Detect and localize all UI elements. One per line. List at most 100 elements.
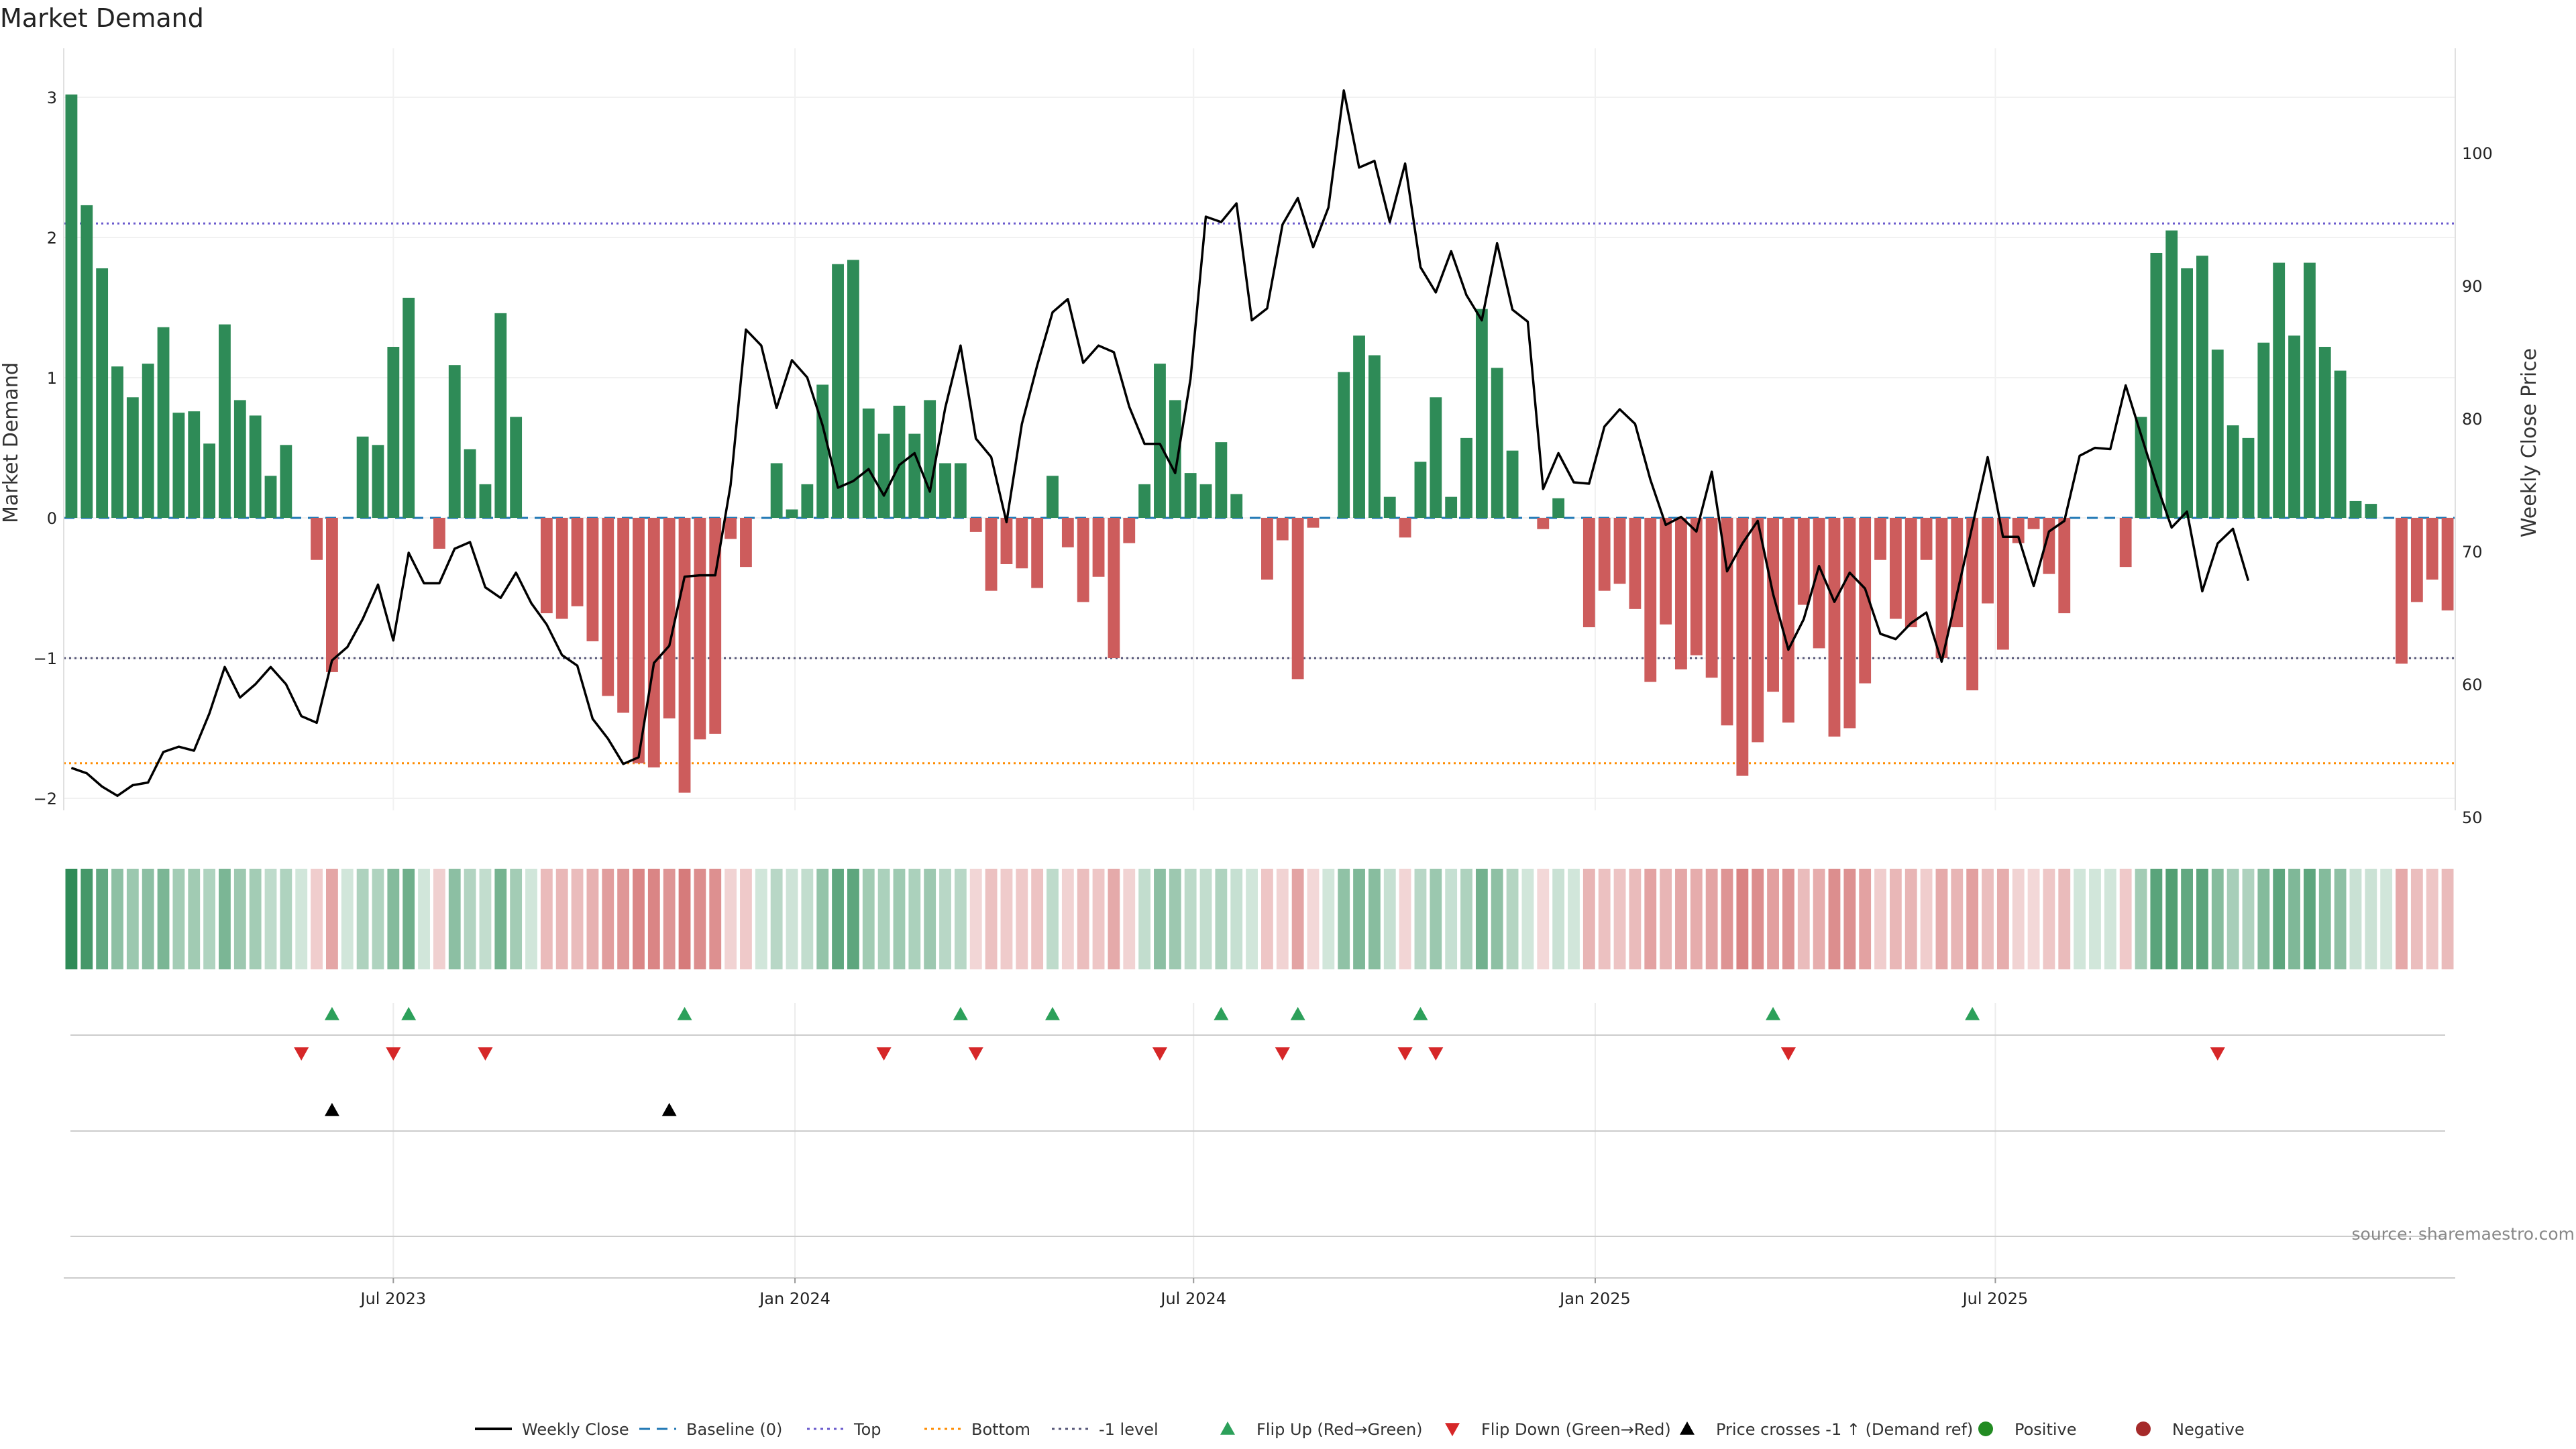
strip-cell <box>1828 869 1841 969</box>
positive-bar <box>2196 256 2208 518</box>
negative-bar <box>1813 518 1825 649</box>
positive-bar <box>80 205 93 518</box>
negative-bar <box>969 518 982 532</box>
negative-bar <box>311 518 323 560</box>
positive-bar <box>356 436 369 518</box>
positive-bar <box>2242 437 2255 518</box>
right-tick-label: 80 <box>2462 410 2483 429</box>
negative-bar <box>1996 518 2009 650</box>
strip-cell <box>540 869 553 969</box>
strip-cell <box>969 869 982 969</box>
negative-bar <box>1261 518 1273 580</box>
strip-cell <box>1813 869 1825 969</box>
positive-bar <box>908 433 921 518</box>
positive-bar <box>1430 397 1442 518</box>
flip-down-marker <box>1275 1047 1290 1061</box>
positive-bar <box>65 94 78 518</box>
strip-cell <box>1859 869 1872 969</box>
negative-bar <box>1000 518 1013 564</box>
strip-cell <box>1568 869 1580 969</box>
strip-cell <box>893 869 906 969</box>
positive-bar <box>264 476 277 518</box>
positive-bar <box>96 268 109 518</box>
strip-cell <box>2303 869 2316 969</box>
strip-cell <box>233 869 246 969</box>
strip-cell <box>1675 869 1687 969</box>
strip-cell <box>832 869 844 969</box>
positive-bar <box>1383 496 1396 518</box>
positive-bar <box>464 449 476 518</box>
negative-bar <box>1061 518 1074 547</box>
strip-cell <box>2334 869 2347 969</box>
positive-bar <box>2181 268 2193 518</box>
right-axis-title: Weekly Close Price <box>2518 348 2541 537</box>
strip-cell <box>1705 869 1718 969</box>
strip-cell <box>2104 869 2116 969</box>
negative-bar <box>1613 518 1626 584</box>
flip-up-marker <box>1044 1007 1060 1020</box>
flip-down-marker <box>1428 1047 1444 1061</box>
negative-bar <box>1690 518 1703 655</box>
negative-bar <box>2043 518 2055 574</box>
negative-bar <box>709 518 722 734</box>
negative-bar <box>1828 518 1841 737</box>
x-tick-label: Jan 2024 <box>758 1289 830 1308</box>
positive-bar <box>2349 500 2362 518</box>
legend-label: Top <box>853 1420 881 1439</box>
strip-cell <box>663 869 676 969</box>
strip-cell <box>2027 869 2040 969</box>
strip-cell <box>1061 869 1074 969</box>
positive-bar <box>142 364 154 518</box>
positive-bar <box>510 417 523 518</box>
positive-bar <box>172 413 185 518</box>
strip-cell <box>1782 869 1794 969</box>
positive-bar <box>188 411 201 518</box>
strip-cell <box>847 869 859 969</box>
positive-bar <box>939 463 951 518</box>
strip-cell <box>1797 869 1810 969</box>
legend-label: Negative <box>2172 1420 2245 1439</box>
strip-cell <box>356 869 369 969</box>
negative-bar <box>1644 518 1657 682</box>
strip-cell <box>2441 869 2454 969</box>
strip-cell <box>1874 869 1886 969</box>
negative-bar <box>1859 518 1872 684</box>
positive-bar <box>1353 335 1365 518</box>
strip-cell <box>142 869 154 969</box>
positive-bar <box>1215 442 1228 518</box>
negative-bar <box>555 518 568 619</box>
negative-bar <box>2119 518 2132 568</box>
flip-up-marker <box>1766 1007 1781 1020</box>
positive-bar <box>2365 504 2377 518</box>
positive-bar <box>832 264 844 518</box>
strip-cell <box>1920 869 1933 969</box>
negative-bar <box>1874 518 1886 560</box>
positive-bar <box>126 397 139 518</box>
strip-cell <box>1276 869 1289 969</box>
strip-cell <box>219 869 231 969</box>
right-tick-label: 90 <box>2462 277 2483 296</box>
strip-cell <box>1767 869 1779 969</box>
strip-cell <box>126 869 139 969</box>
strip-cell <box>709 869 722 969</box>
positive-bar <box>1445 496 1458 518</box>
right-tick-label: 50 <box>2462 808 2483 827</box>
negative-bar <box>647 518 660 768</box>
positive-bar <box>801 484 814 518</box>
event-markers <box>70 1007 2445 1237</box>
strip-cell <box>2012 869 2025 969</box>
axes: 3 2 1 0 −1 −2 100 90 80 70 60 50 Jul 2023 Jan 2024 Jul… <box>34 48 2493 1308</box>
strip-cell <box>479 869 492 969</box>
strip-cell <box>111 869 123 969</box>
strip-cell <box>985 869 998 969</box>
strip-cell <box>2211 869 2224 969</box>
strip-cell <box>740 869 752 969</box>
positive-bar <box>847 260 859 518</box>
negative-bar <box>678 518 691 793</box>
strip-cell <box>816 869 829 969</box>
flip-down-marker <box>1397 1047 1413 1061</box>
strip-cell <box>2119 869 2132 969</box>
strip-cell <box>295 869 308 969</box>
strip-cell <box>1951 869 1964 969</box>
